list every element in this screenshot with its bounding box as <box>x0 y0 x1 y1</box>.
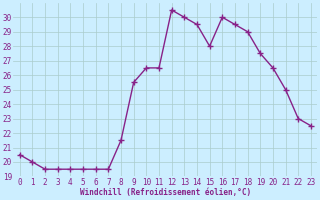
X-axis label: Windchill (Refroidissement éolien,°C): Windchill (Refroidissement éolien,°C) <box>80 188 251 197</box>
